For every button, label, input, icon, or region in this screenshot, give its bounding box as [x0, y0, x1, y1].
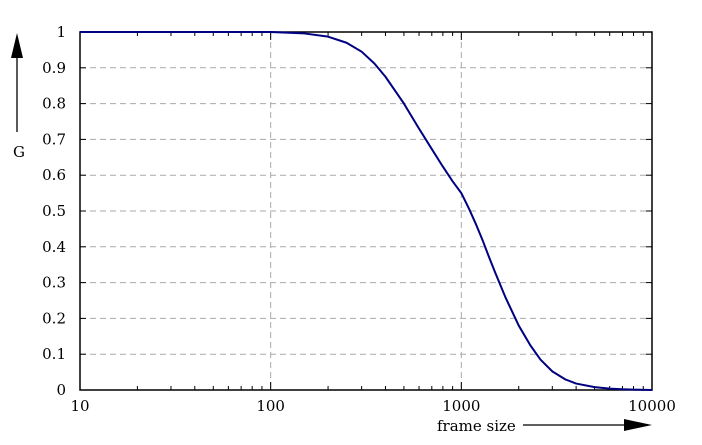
y-tick-label: 0 — [56, 381, 66, 399]
y-tick-label: 1 — [56, 23, 66, 41]
x-tick-label: 1000 — [442, 397, 480, 415]
x-tick-label: 10 — [70, 397, 89, 415]
y-tick-label: 0.6 — [42, 166, 66, 184]
gridlines — [80, 32, 652, 390]
x-axis-arrow-head — [624, 419, 652, 431]
x-axis-label: frame size — [437, 417, 516, 435]
y-tick-label: 0.1 — [42, 345, 66, 363]
y-tick-label: 0.2 — [42, 309, 66, 327]
series-line — [80, 31, 652, 391]
y-tick-label: 0.5 — [42, 202, 66, 220]
y-axis-label: G — [13, 143, 25, 161]
y-tick-label: 0.9 — [42, 59, 66, 77]
y-axis-arrow-head — [11, 33, 23, 58]
y-tick-label: 0.8 — [42, 95, 66, 113]
x-tick-label: 100 — [256, 397, 285, 415]
x-tick-label: 10000 — [628, 397, 676, 415]
series-layer — [80, 31, 652, 391]
y-tick-label: 0.3 — [42, 274, 66, 292]
y-tick-label: 0.4 — [42, 238, 66, 256]
tick-labels: 0 0.1 0.2 0.3 0.4 0.5 0.6 0.7 0.8 0.9 1 10 100 1000 10… — [42, 23, 676, 415]
y-tick-label: 0.7 — [42, 130, 66, 148]
